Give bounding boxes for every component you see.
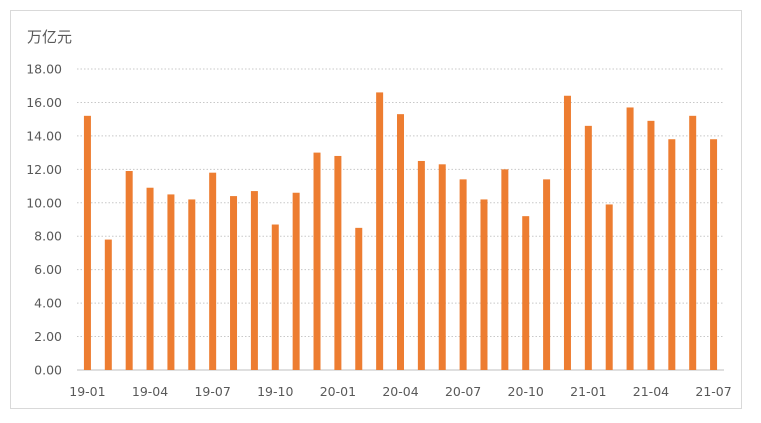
- bar-19-02: [104, 239, 112, 370]
- bar-20-09: [501, 169, 509, 370]
- bar-20-11: [543, 179, 551, 370]
- y-tick-label: 10.00: [26, 195, 62, 210]
- bar-21-03: [626, 107, 634, 370]
- bar-20-12: [563, 95, 571, 370]
- bar-19-03: [125, 171, 133, 370]
- y-tick-label: 18.00: [26, 62, 62, 77]
- bar-20-01: [334, 155, 342, 370]
- bar-20-05: [417, 160, 425, 370]
- y-tick-label: 12.00: [26, 162, 62, 177]
- bar-21-06: [689, 115, 697, 370]
- x-tick-label: 19-01: [69, 384, 105, 399]
- bar-20-03: [376, 92, 384, 371]
- bar-20-07: [459, 179, 467, 370]
- bar-20-10: [522, 216, 530, 370]
- x-tick-label: 20-04: [382, 384, 418, 399]
- bars: [83, 92, 718, 371]
- bar-20-08: [480, 199, 488, 370]
- x-tick-label: 19-10: [257, 384, 293, 399]
- bar-19-12: [313, 152, 321, 370]
- bar-21-02: [605, 204, 613, 370]
- bar-19-07: [209, 172, 217, 370]
- x-tick-label: 19-07: [194, 384, 230, 399]
- y-axis-unit-label: 万亿元: [27, 28, 73, 46]
- x-tick-label: 19-04: [132, 384, 168, 399]
- bar-21-04: [647, 120, 655, 370]
- x-tick-label: 21-01: [570, 384, 606, 399]
- y-tick-label: 8.00: [34, 229, 62, 244]
- bar-20-02: [355, 227, 363, 370]
- x-tick-label: 21-07: [695, 384, 731, 399]
- bar-19-08: [230, 196, 238, 370]
- y-tick-label: 6.00: [34, 262, 62, 277]
- y-tick-label: 14.00: [26, 128, 62, 143]
- bar-19-09: [250, 191, 258, 370]
- y-tick-label: 4.00: [34, 296, 62, 311]
- x-tick-labels: 19-01 19-04 19-07 19-10 20-01 20-04 20-07 20-10…: [69, 384, 731, 399]
- bar-20-06: [438, 164, 446, 370]
- x-tick-label: 20-10: [508, 384, 544, 399]
- bar-19-01: [83, 115, 91, 370]
- x-tick-label: 20-01: [320, 384, 356, 399]
- bar-20-04: [397, 114, 404, 371]
- y-tick-label: 16.00: [26, 95, 62, 110]
- x-tick-label: 20-07: [445, 384, 481, 399]
- bar-19-11: [292, 192, 300, 370]
- bar-21-05: [668, 139, 676, 370]
- bar-21-07: [710, 139, 718, 370]
- bar-19-06: [188, 199, 196, 370]
- bar-19-10: [271, 224, 279, 370]
- bar-19-05: [167, 194, 175, 370]
- x-tick-label: 21-04: [633, 384, 669, 399]
- y-tick-label: 0.00: [34, 363, 62, 378]
- bar-21-01: [584, 125, 592, 370]
- y-tick-label: 2.00: [34, 329, 62, 344]
- y-tick-labels: 0.00 2.00 4.00 6.00 8.00 10.00 12.00 14.00 16.00…: [26, 62, 62, 378]
- bar-19-04: [146, 187, 154, 370]
